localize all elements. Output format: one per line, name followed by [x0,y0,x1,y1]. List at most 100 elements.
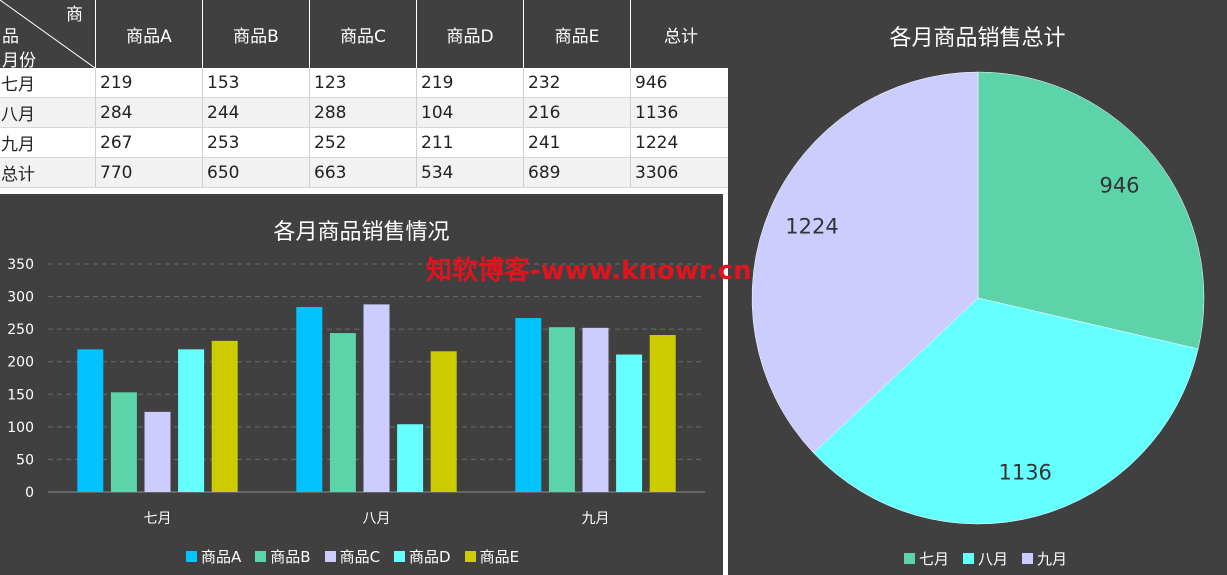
table-cell: 1136 [630,97,732,128]
table-cell: 3306 [630,157,732,188]
table-cell: 241 [523,127,631,158]
bar-chart-legend: 商品A 商品B 商品C 商品D 商品E [186,546,519,567]
table-cell: 689 [523,157,631,188]
y-tick-label: 300 [7,290,34,306]
corner-col-label: 商 [66,5,83,25]
table-cell: 153 [202,68,310,98]
legend-swatch [324,551,336,562]
table-cell: 253 [202,127,310,158]
bar [144,411,171,492]
legend-label: 商品B [270,548,311,566]
pie-data-label: 1136 [998,461,1051,485]
bar [397,424,424,492]
pie-chart-legend: 七月 八月 九月 [904,548,1067,569]
table-cell: 244 [202,97,310,128]
pie-slice [751,71,979,454]
table-cell: 216 [523,97,631,128]
corner-row-label-1: 品 [2,27,19,47]
legend-label: 八月 [978,550,1009,568]
bar [548,327,575,492]
legend-item: 九月 [1022,548,1067,569]
legend-item: 八月 [963,548,1008,569]
pie-slice [977,71,1205,350]
y-tick-label: 0 [25,485,34,501]
table-cell: 770 [95,157,203,188]
table-cell: 211 [416,127,524,158]
bar [616,354,643,492]
legend-item: 商品A [186,546,241,567]
table-cell: 946 [630,68,732,98]
y-tick-label: 250 [7,322,34,338]
table-row: 九月 267 253 252 211 241 1224 [0,127,732,158]
pie-chart-panel: 各月商品销售总计 946 1136 1224 七月 八月 九月 [728,0,1227,575]
table-cell: 663 [309,157,417,188]
y-tick-label: 150 [7,387,34,403]
sales-table-panel: 商 品 月份 商品A 商品B 商品C 商品D 商品E 总计 七月 219 153… [0,0,732,190]
bar [363,304,390,492]
table-cell: 288 [309,97,417,128]
legend-label: 九月 [1037,550,1068,568]
table-cell: 219 [95,68,203,98]
bar [77,349,104,492]
legend-swatch [963,553,975,564]
x-tick-label: 九月 [582,511,610,527]
bar-chart: 0 50 100 150 200 250 300 350 七月 八月 九月 [7,257,705,527]
header-cell: 商品A [95,0,203,68]
legend-swatch [464,551,476,562]
table-cell: 534 [416,157,524,188]
row-label: 九月 [0,127,96,158]
table-cell: 284 [95,97,203,128]
table-cell: 252 [309,127,417,158]
bar-chart-title: 各月商品销售情况 [273,220,450,245]
pie-data-label: 946 [1099,173,1139,197]
legend-label: 商品E [479,548,520,566]
header-cell: 商品C [309,0,417,68]
corner-row-label-2: 月份 [2,51,36,71]
table-header-row: 商 品 月份 商品A 商品B 商品C 商品D 商品E 总计 [0,0,731,71]
pie-data-label: 1224 [785,214,838,238]
x-tick-label: 八月 [363,511,391,527]
pie-chart-title: 各月商品销售总计 [889,26,1066,51]
header-cell: 商品D [416,0,524,68]
table-cell: 1224 [630,127,732,158]
table-cell: 650 [202,157,310,188]
y-tick-label: 200 [7,355,34,371]
table-cell: 104 [416,97,524,128]
sales-table: 商 品 月份 商品A 商品B 商品C 商品D 商品E 总计 七月 219 153… [0,0,732,188]
legend-item: 商品C [324,546,381,567]
table-row: 八月 284 244 288 104 216 1136 [0,97,732,128]
y-tick-label: 350 [7,257,34,273]
legend-swatch [394,551,406,562]
pie-slice [813,297,1199,525]
legend-label: 商品D [409,548,451,566]
legend-swatch [255,551,267,562]
pie-chart: 946 1136 1224 [751,71,1205,525]
legend-label: 商品A [201,548,242,566]
bar [515,318,542,492]
y-tick-label: 100 [7,420,34,436]
table-cell: 123 [309,68,417,98]
table-cell: 219 [416,68,524,98]
table-cell: 232 [523,68,631,98]
x-tick-label: 七月 [144,511,172,527]
header-cell: 商品B [202,0,310,68]
corner-diagonal [0,0,95,68]
legend-label: 商品C [339,548,381,566]
bar [296,306,323,492]
bar [430,351,457,492]
table-row: 七月 219 153 123 219 232 946 [0,68,732,98]
y-tick-label: 50 [16,452,34,468]
header-cell: 总计 [630,0,731,68]
bar-chart-panel: 各月商品销售情况 0 50 100 150 200 250 300 350 七月 八月 九月 商品A… [0,194,723,575]
bar [649,335,676,492]
bar [582,327,609,492]
row-label: 七月 [0,68,96,98]
bar [211,340,238,492]
legend-label: 七月 [919,550,950,568]
legend-item: 商品E [464,546,520,567]
table-row: 总计 770 650 663 534 689 3306 [0,157,732,188]
legend-swatch [1022,553,1034,564]
row-label: 八月 [0,97,96,128]
header-cell: 商品E [523,0,631,68]
legend-item: 商品B [255,546,311,567]
